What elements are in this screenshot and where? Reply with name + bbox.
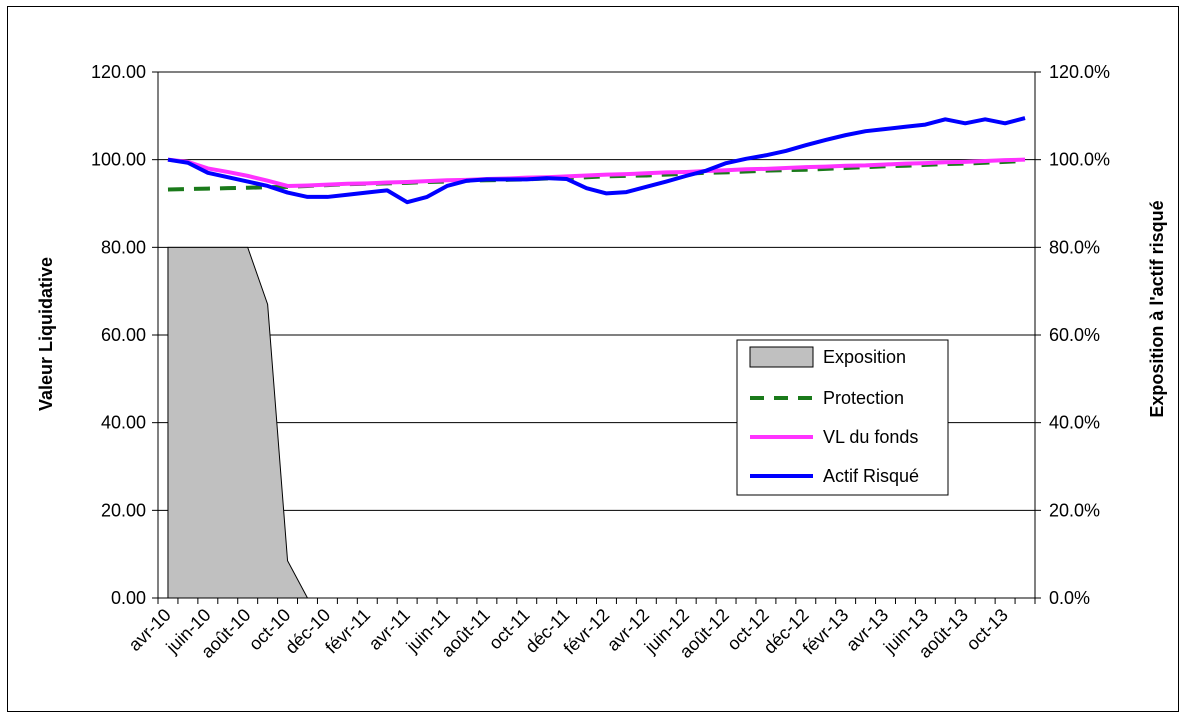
x-tick-label: févr-11 [321, 605, 374, 658]
y-axis-ticks: 0.00 20.00 40.00 60.00 80.00 100.00 120.00 [91, 62, 158, 608]
x-tick-label: oct-13 [962, 605, 1012, 655]
y-tick-label: 100.00 [91, 150, 146, 170]
legend-swatch-exposition [749, 346, 814, 368]
legend-item-actif-risque: Actif Risqué [750, 466, 919, 486]
legend-item-exposition: Exposition [749, 346, 906, 368]
y2-tick-label: 0.0% [1049, 588, 1090, 608]
y2-axis-ticks: 0.0% 20.0% 40.0% 60.0% 80.0% 100.0% 120.0% [1035, 62, 1110, 608]
legend-item-vl-du-fonds: VL du fonds [750, 427, 918, 447]
line-series-actif-risque [167, 116, 1026, 205]
y2-axis-title: Exposition à l'actif risqué [1147, 200, 1167, 417]
legend-item-protection: Protection [750, 388, 904, 408]
legend-label-actif-risque: Actif Risqué [823, 466, 919, 486]
legend: Exposition Protection VL du fonds Actif … [736, 339, 949, 496]
y2-tick-label: 20.0% [1049, 500, 1100, 520]
y2-tick-label: 40.0% [1049, 413, 1100, 433]
y-tick-label: 120.00 [91, 62, 146, 82]
x-axis-ticks: avr-10juin-10août-10oct-10déc-10févr-11a… [125, 598, 1036, 662]
y2-tick-label: 60.0% [1049, 325, 1100, 345]
y-tick-label: 0.00 [111, 588, 146, 608]
legend-label-exposition: Exposition [823, 347, 906, 367]
y-tick-label: 80.00 [101, 237, 146, 257]
legend-label-vl-du-fonds: VL du fonds [823, 427, 918, 447]
x-tick-label: févr-13 [799, 605, 853, 659]
x-tick-label: déc-10 [281, 605, 334, 658]
y-tick-label: 20.00 [101, 500, 146, 520]
line-series-vl-du-fonds [167, 157, 1026, 188]
y-tick-label: 40.00 [101, 413, 146, 433]
y-tick-label: 60.00 [101, 325, 146, 345]
lines-layer [167, 116, 1026, 205]
y2-tick-label: 80.0% [1049, 237, 1100, 257]
y2-tick-label: 120.0% [1049, 62, 1110, 82]
y2-tick-label: 100.0% [1049, 150, 1110, 170]
x-tick-label: févr-12 [560, 605, 614, 659]
legend-label-protection: Protection [823, 388, 904, 408]
y-axis-title: Valeur Liquidative [36, 257, 56, 411]
